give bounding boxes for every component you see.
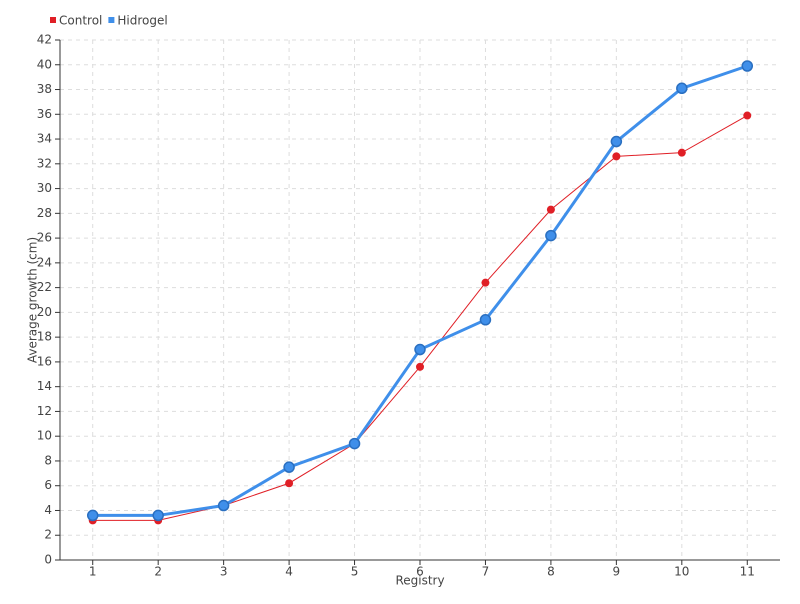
data-point	[217, 499, 230, 512]
data-point	[612, 152, 621, 161]
x-tick-label: 6	[416, 565, 424, 579]
y-tick-label: 18	[37, 330, 52, 344]
x-tick-label: 10	[674, 565, 689, 579]
x-tick-label: 4	[285, 565, 293, 579]
y-tick-label: 2	[44, 528, 52, 542]
x-tick-label: 7	[482, 565, 490, 579]
x-tick-label: 8	[547, 565, 555, 579]
y-axis-title: Average growth (cm)	[26, 237, 40, 363]
data-point	[546, 205, 555, 214]
y-tick-label: 12	[37, 404, 52, 418]
y-tick-label: 38	[37, 82, 52, 96]
y-tick-label: 22	[37, 280, 52, 294]
data-point	[676, 82, 688, 95]
y-tick-label: 16	[37, 354, 52, 368]
y-tick-label: 8	[44, 453, 52, 467]
y-tick-label: 26	[37, 231, 52, 245]
data-point	[285, 479, 294, 488]
data-point	[86, 509, 99, 522]
y-tick-label: 40	[37, 57, 52, 71]
x-tick-label: 11	[740, 565, 755, 579]
x-tick-label: 2	[154, 565, 162, 579]
y-tick-label: 34	[37, 132, 52, 146]
x-tick-label: 5	[351, 565, 359, 579]
data-point	[479, 314, 492, 326]
legend-label: Control	[59, 14, 102, 28]
y-tick-label: 6	[44, 478, 52, 492]
data-point	[741, 60, 754, 72]
data-point	[416, 362, 424, 371]
legend-swatch	[108, 17, 115, 23]
x-tick-label: 3	[220, 565, 228, 579]
y-tick-label: 42	[37, 33, 52, 47]
y-tick-label: 28	[37, 206, 52, 220]
legend-swatch	[50, 17, 56, 23]
data-point	[481, 278, 490, 287]
data-point	[283, 461, 295, 473]
y-tick-label: 10	[37, 429, 52, 443]
data-point	[348, 437, 361, 450]
data-point	[545, 229, 557, 242]
data-point	[414, 343, 426, 356]
y-tick-label: 0	[44, 553, 52, 567]
data-point	[610, 135, 623, 148]
legend-label: Hidrogel	[117, 14, 167, 28]
data-point	[677, 148, 686, 157]
y-tick-label: 14	[37, 379, 52, 393]
data-point	[152, 509, 164, 522]
x-tick-label: 9	[613, 565, 621, 579]
y-tick-label: 24	[37, 255, 52, 269]
x-tick-label: 1	[89, 565, 97, 579]
y-tick-label: 32	[37, 156, 52, 170]
y-tick-label: 36	[37, 107, 52, 121]
y-tick-label: 30	[37, 181, 52, 195]
data-point	[743, 111, 752, 120]
y-tick-label: 20	[37, 305, 52, 319]
y-tick-label: 4	[44, 503, 52, 517]
x-axis-title: Registry	[395, 574, 444, 588]
